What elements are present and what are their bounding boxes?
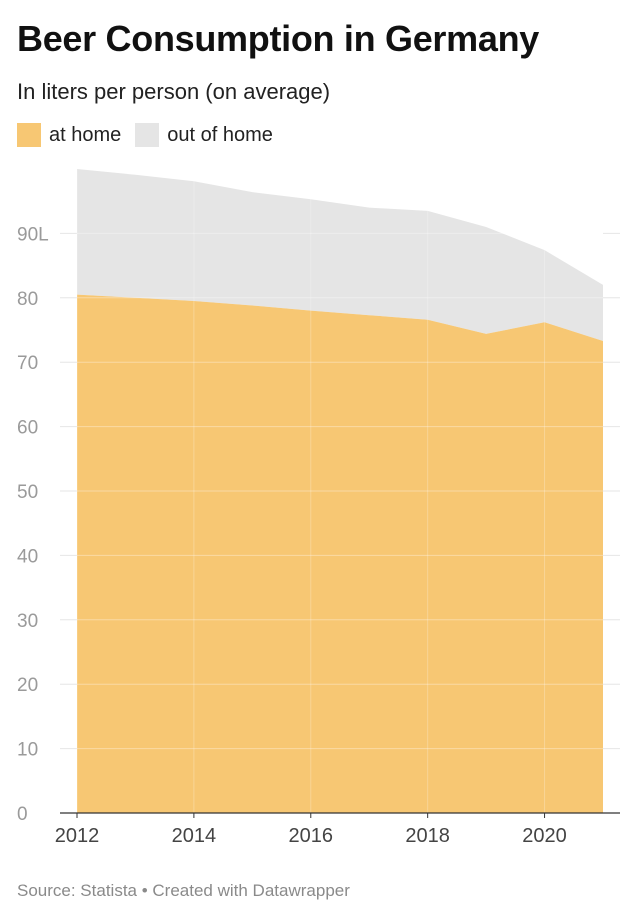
- y-tick-label-0: 0: [17, 804, 28, 825]
- y-tick-label-80: 80: [17, 289, 38, 310]
- x-tick-label-2014: 2014: [172, 825, 217, 847]
- legend-item-at-home: at home: [17, 123, 121, 147]
- y-tick-label-60: 60: [17, 418, 38, 439]
- legend-swatch-at-home: [17, 123, 41, 147]
- y-tick-label-40: 40: [17, 546, 38, 567]
- y-tick-label-90: 90L: [17, 224, 49, 245]
- area-at-home: [77, 294, 603, 814]
- chart-title: Beer Consumption in Germany: [17, 18, 539, 59]
- x-tick-label-2016: 2016: [289, 825, 334, 847]
- legend-label-at-home: at home: [49, 123, 122, 146]
- y-tick-label-50: 50: [17, 482, 38, 503]
- y-tick-label-10: 10: [17, 740, 38, 761]
- y-tick-label-70: 70: [17, 353, 38, 374]
- legend-item-out-of-home: out of home: [135, 123, 273, 147]
- x-tick-label-2020: 2020: [522, 825, 567, 847]
- y-tick-label-20: 20: [17, 675, 38, 696]
- area-out-of-home: [77, 169, 603, 341]
- legend: at home out of home: [17, 123, 287, 147]
- x-tick-label-2018: 2018: [405, 825, 450, 847]
- chart-subtitle: In liters per person (on average): [17, 79, 331, 104]
- legend-swatch-out-of-home: [135, 123, 160, 147]
- y-tick-label-30: 30: [17, 611, 38, 632]
- source-footer: Source: Statista • Created with Datawrap…: [17, 881, 350, 900]
- legend-label-out-of-home: out of home: [167, 123, 273, 146]
- x-tick-label-2012: 2012: [55, 825, 100, 847]
